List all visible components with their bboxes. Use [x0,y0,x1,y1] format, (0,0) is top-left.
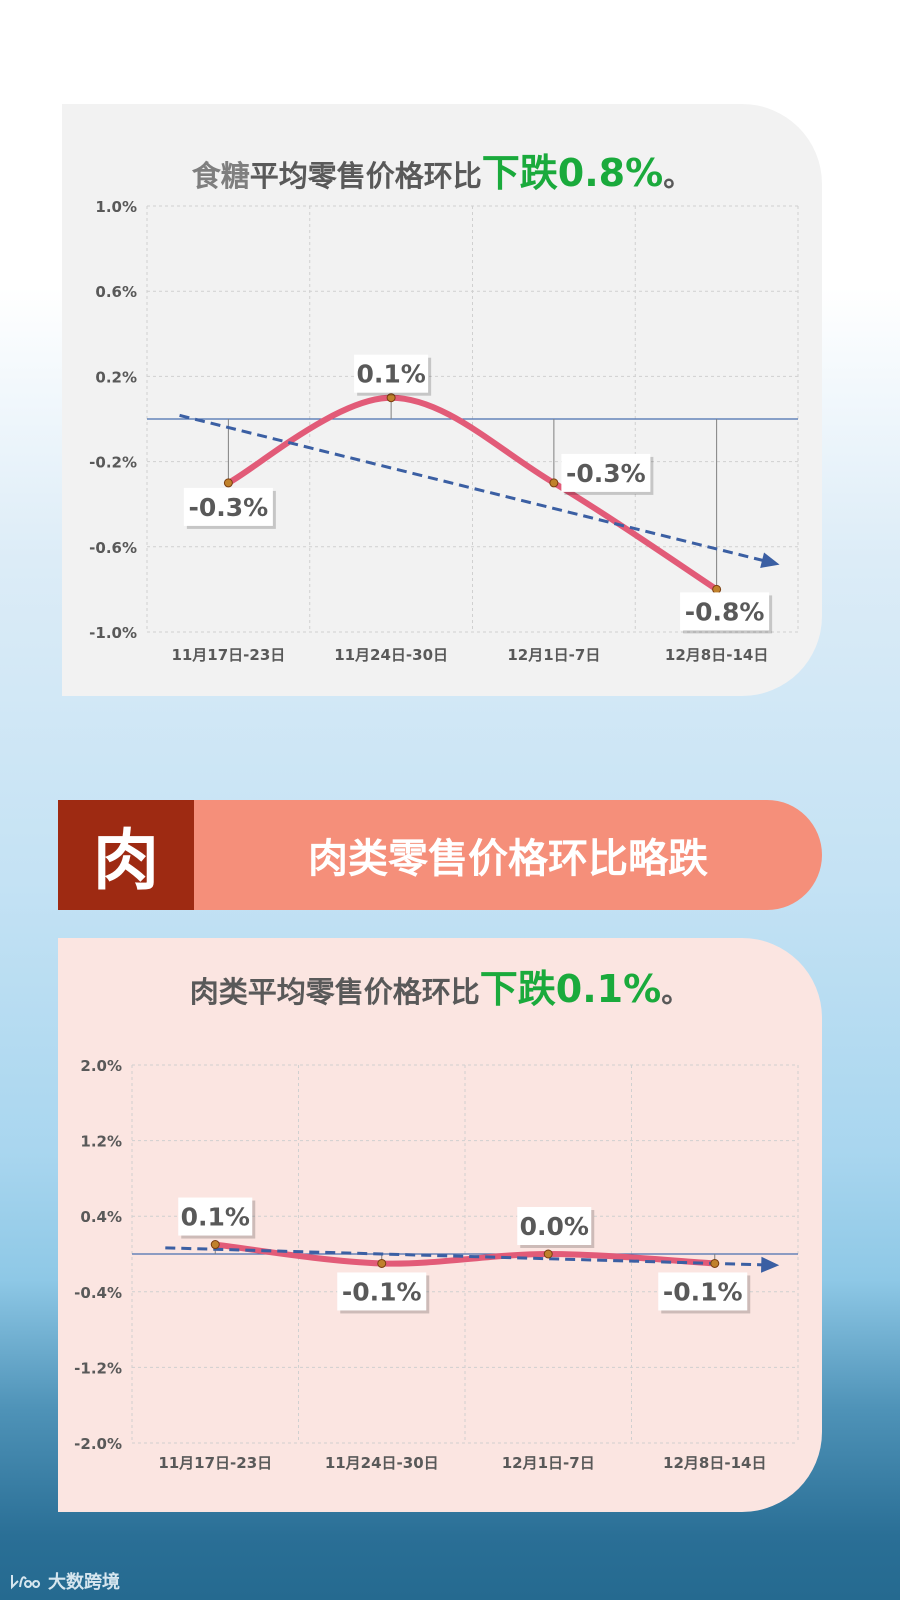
x-tick-label: 11月17日-23日 [158,1454,272,1472]
data-label-box [178,1197,253,1236]
x-tick-label: 12月1日-7日 [502,1454,595,1472]
data-label-box [561,453,651,492]
y-tick-label: 1.2% [80,1133,122,1151]
y-tick-label: 0.4% [80,1208,122,1226]
trendline-arrowhead [760,552,780,569]
sugar-chart-card: 食糖平均零售价格环比下跌0.8%。 [62,104,822,696]
data-label-box [183,487,273,526]
data-label: -0.8% [680,592,773,634]
data-label-text: -0.3% [566,459,646,488]
data-point [386,393,396,403]
title-part: 。 [661,975,691,1009]
y-tick-label: 1.0% [95,198,137,216]
x-tick-label: 12月8日-14日 [663,1454,766,1472]
y-tick-label: -1.2% [74,1359,122,1377]
data-label-text: 0.1% [181,1203,250,1232]
data-label-box [658,1272,748,1311]
x-tick-label: 11月17日-23日 [171,646,285,664]
trendline [179,413,770,564]
meat-section-banner: 肉 肉类零售价格环比略跌 [58,800,822,910]
data-label: 0.1% [178,1197,256,1239]
y-tick-label: 0.6% [95,283,137,301]
x-tick-label: 11月24日-30日 [325,1454,439,1472]
trendline [165,1246,769,1267]
data-label-text: -0.8% [685,597,765,626]
data-point [710,1258,720,1268]
logo-icon [11,1575,41,1590]
series-line [212,1241,718,1267]
data-label-box [680,592,770,631]
data-label: -0.1% [658,1272,751,1314]
series-line [225,394,720,593]
data-label-text: -0.3% [189,493,269,522]
data-label: -0.3% [183,487,276,529]
data-point [377,1258,387,1268]
watermark: 大数跨境 [10,1568,120,1594]
title-part: 食糖 [191,159,250,193]
meat-chart-title: 肉类平均零售价格环比下跌0.1%。 [58,958,822,1013]
data-point [223,478,233,488]
trendline-arrowhead [761,1256,780,1273]
banner-bar [190,800,822,910]
x-tick-label: 12月8日-14日 [665,646,768,664]
y-tick-label: -1.0% [89,624,137,642]
title-highlight: 下跌0.8% [481,151,664,195]
data-label: 0.0% [517,1207,595,1248]
data-label-box [354,354,429,393]
banner-title: 肉类零售价格环比略跌 [308,836,708,882]
data-label-box [337,1272,427,1311]
data-point [210,1240,220,1250]
data-label-text: 0.0% [520,1212,589,1241]
y-tick-label: 0.2% [95,368,137,386]
watermark-text: 大数跨境 [48,1572,120,1593]
data-point [549,478,559,488]
x-tick-label: 12月1日-7日 [507,646,600,664]
y-tick-label: -2.0% [74,1435,122,1453]
data-point [543,1249,553,1259]
data-label-box [517,1207,592,1245]
data-label: -0.3% [561,453,654,495]
y-tick-label: -0.4% [74,1284,122,1302]
y-tick-label: 2.0% [80,1057,122,1075]
y-tick-label: -0.6% [89,539,137,557]
title-part: 。 [663,159,693,193]
data-label-text: 0.1% [356,360,425,389]
title-highlight: 下跌0.1% [479,967,662,1011]
title-part: 平均零售价格环比 [249,159,482,193]
y-tick-label: -0.2% [89,454,137,472]
data-label: 0.1% [354,354,432,396]
x-tick-label: 11月24日-30日 [334,646,448,664]
data-label-text: -0.1% [663,1277,743,1306]
title-part: 肉类平均零售价格环比 [189,975,480,1009]
data-label-text: -0.1% [342,1277,422,1306]
meat-icon: 肉 [58,800,194,910]
data-label: -0.1% [337,1272,430,1314]
sugar-chart-title: 食糖平均零售价格环比下跌0.8%。 [62,142,822,197]
